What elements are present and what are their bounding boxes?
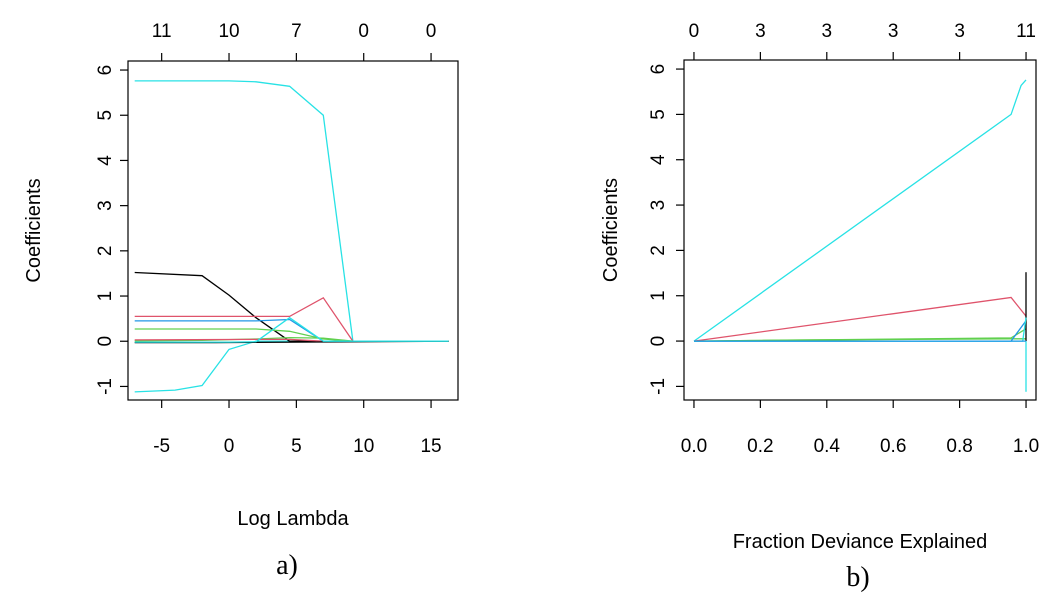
- y-tick-label: 1: [648, 290, 669, 301]
- y-tick-label: 2: [95, 246, 116, 257]
- top-tick-label: 3: [954, 21, 965, 42]
- plot-frame: [683, 59, 1037, 401]
- y-tick-label: 1: [95, 291, 116, 302]
- y-tick-label: 0: [95, 336, 116, 347]
- top-tick-label: 0: [689, 21, 700, 42]
- top-tick-label: 11: [1016, 21, 1036, 42]
- coefficient-path-3: [134, 271, 449, 342]
- panel-b: 0.0 0.2 0.4 0.6 0.8 1.0 0 3 3 3 3 11 -1 0 1 2 3 4 5 6 Fracti…: [600, 21, 1039, 593]
- y-tick-label: 6: [95, 65, 116, 76]
- x-tick-label: 15: [420, 436, 441, 457]
- x-tick-label: 0: [224, 436, 235, 457]
- y-tick-label: -1: [648, 378, 669, 395]
- x-axis-title: Log Lambda: [237, 508, 349, 530]
- y-tick-label: 4: [95, 155, 116, 166]
- top-tick-label: 3: [888, 21, 899, 42]
- coefficient-path-1: [134, 80, 449, 342]
- y-tick-label: 3: [95, 200, 116, 211]
- x-tick-label: 10: [353, 436, 374, 457]
- coefficient-path-7: [694, 317, 1027, 342]
- y-tick-label: 6: [648, 64, 669, 75]
- x-tick-label: 0.8: [946, 436, 972, 457]
- panel-caption: a): [276, 550, 298, 581]
- top-tick-label: 11: [152, 21, 172, 42]
- top-tick-label: 3: [822, 21, 833, 42]
- y-tick-label: 0: [648, 336, 669, 347]
- coefficient-path-2: [693, 296, 1027, 342]
- x-tick-label: 1.0: [1013, 436, 1039, 457]
- x-axis-title: Fraction Deviance Explained: [733, 531, 988, 553]
- coefficient-path-2: [134, 340, 449, 393]
- plot-frame: [127, 60, 459, 401]
- y-tick-label: 3: [648, 200, 669, 211]
- coefficient-path-10: [134, 316, 449, 343]
- y-tick-label: -1: [95, 378, 116, 395]
- top-tick-label: 0: [426, 21, 437, 42]
- panel-a: -5 0 5 10 15 11 10 7 0 0 -1 0 1 2 3 4 5 6 Log Lambda Coeffi…: [23, 21, 459, 581]
- y-tick-label: 4: [648, 154, 669, 165]
- top-tick-label: 7: [291, 21, 302, 42]
- top-tick-label: 10: [218, 21, 239, 42]
- y-tick-label: 5: [648, 109, 669, 120]
- panel-caption: b): [846, 562, 869, 593]
- top-tick-label: 0: [358, 21, 369, 42]
- x-tick-label: 0.2: [747, 436, 773, 457]
- x-tick-label: 5: [291, 436, 302, 457]
- x-tick-label: 0.6: [880, 436, 906, 457]
- x-tick-label: 0.0: [681, 436, 707, 457]
- y-tick-label: 5: [95, 110, 116, 121]
- y-tick-label: 2: [648, 245, 669, 256]
- top-tick-label: 3: [755, 21, 766, 42]
- y-axis-title: Coefficients: [23, 178, 45, 282]
- x-tick-label: 0.4: [814, 436, 841, 457]
- y-axis-title: Coefficients: [600, 178, 622, 282]
- x-tick-label: -5: [153, 436, 170, 457]
- coefficient-path-1: [693, 79, 1027, 342]
